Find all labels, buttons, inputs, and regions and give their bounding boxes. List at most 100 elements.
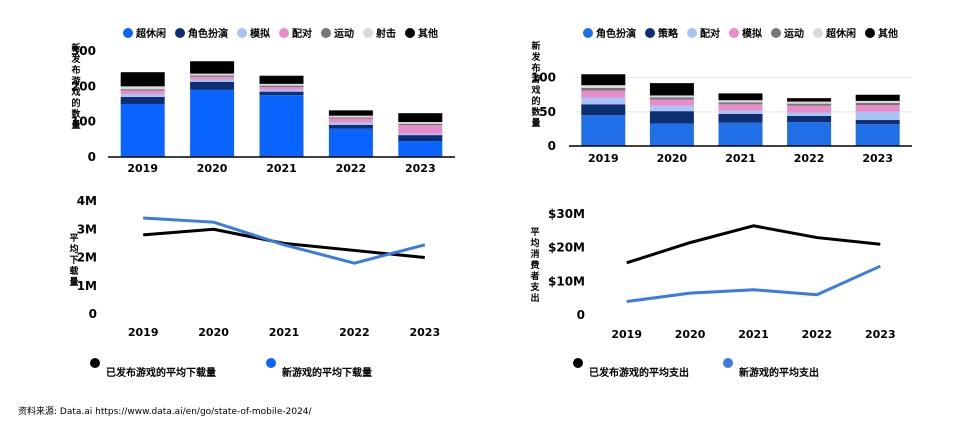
chart4-xtick-label: 2022: [802, 328, 833, 341]
chart1-bar-segment: [259, 87, 304, 90]
chart2-bar-segment: [787, 122, 832, 146]
chart1-bar-segment: [398, 125, 443, 134]
chart1-bar-segment: [190, 73, 235, 76]
chart2-bar-segment: [718, 102, 763, 105]
legend-swatch: [90, 358, 100, 368]
legend-item: 配对: [279, 25, 312, 40]
chart1-bar-segment: [120, 96, 165, 104]
chart1-bar-segment: [190, 75, 235, 77]
chart2-bar-segment: [855, 100, 900, 103]
chart2-xtick-label: 2019: [588, 152, 619, 165]
legend-label: 射击: [376, 29, 396, 40]
chart3-xtick-label: 2019: [128, 326, 159, 339]
chart2-bar-segment: [718, 113, 763, 123]
legend-label: 新游戏的平均支出: [739, 368, 819, 379]
legend-label: 配对: [292, 29, 312, 40]
chart1-bar-segment: [398, 141, 443, 157]
chart2-legend: 角色扮演 策略 配对 模拟 运动 超休闲 其他: [583, 25, 907, 40]
legend-label: 配对: [700, 29, 720, 40]
chart2-bar-segment: [581, 104, 626, 116]
chart2-bar-segment: [855, 120, 900, 125]
chart2-bar-segment: [855, 111, 900, 121]
legend-swatch: [123, 27, 133, 38]
chart1-bar-segment: [259, 91, 304, 96]
chart2-bar-segment: [718, 93, 763, 101]
legend-item: 其他: [865, 25, 898, 40]
legend-label: 角色扮演: [188, 29, 228, 40]
chart1-bar-segment: [190, 89, 235, 157]
legend-item: 策略: [645, 25, 678, 40]
chart2-bar-segment: [581, 87, 626, 91]
chart4-legend-item-published: 已发布游戏的平均支出: [573, 358, 689, 379]
chart4-legend-item-new: 新游戏的平均支出: [723, 358, 819, 379]
chart1-bar-segment: [259, 89, 304, 92]
chart4-ytick-label: $10M: [548, 274, 585, 288]
legend-item: 射击: [363, 25, 396, 40]
chart2-bar-segment: [787, 105, 832, 113]
chart3-ytick-label: 2M: [77, 251, 97, 265]
chart2-bar-segment: [787, 112, 832, 116]
chart2-bar-segment: [718, 100, 763, 103]
chart1-xtick-label: 2019: [127, 162, 158, 175]
legend-swatch: [729, 27, 739, 38]
legend-swatch: [237, 27, 247, 38]
chart1-ylabel: 新发布游戏的数量: [71, 44, 81, 131]
legend-swatch: [363, 27, 373, 38]
chart1-bar-segment: [190, 81, 235, 90]
chart2-bar-segment: [855, 105, 900, 112]
chart2-bar-segment: [855, 102, 900, 105]
legend-swatch: [279, 27, 289, 38]
legend-label: 角色扮演: [596, 29, 636, 40]
chart4-ylabel: 平均消费者支出: [530, 228, 540, 304]
legend-label: 超休闲: [826, 29, 856, 40]
chart1-ytick-label: 300: [71, 44, 96, 58]
chart2-bar-segment: [649, 97, 694, 100]
legend-swatch: [645, 27, 655, 38]
chart2-bar-segment: [649, 123, 694, 146]
chart1-bar-segment: [259, 75, 304, 84]
legend-label: 运动: [784, 29, 804, 40]
legend-item: 模拟: [237, 25, 270, 40]
chart3-xtick-label: 2022: [339, 326, 370, 339]
chart4-ytick-label: $30M: [548, 207, 585, 221]
chart1-bar-segment: [328, 118, 373, 123]
chart4-series-line: [626, 224, 881, 265]
chart2-xtick-label: 2020: [657, 152, 688, 165]
legend-swatch: [771, 27, 781, 38]
chart1-bar-segment: [120, 86, 165, 90]
chart1-bar-segment: [259, 83, 304, 86]
legend-swatch: [175, 27, 185, 38]
chart2-bar-segment: [718, 104, 763, 111]
chart1-bar-segment: [190, 61, 235, 74]
legend-swatch: [405, 27, 415, 38]
chart1-bar-segment: [398, 113, 443, 123]
chart1-bar-segment: [120, 104, 165, 157]
chart1-bar-segment: [328, 124, 373, 129]
chart2-bar-segment: [855, 124, 900, 146]
chart2-bar-segment: [581, 74, 626, 86]
chart1-bar-segment: [120, 72, 165, 87]
chart2-bar-segment: [787, 98, 832, 102]
chart1-bar-segment: [190, 76, 235, 80]
chart1-ytick-label: 0: [88, 150, 96, 164]
legend-label: 超休闲: [136, 29, 166, 40]
legend-label: 其他: [418, 29, 438, 40]
chart2-ytick-label: 50: [539, 105, 556, 119]
chart4-xtick-label: 2020: [675, 328, 706, 341]
legend-swatch: [266, 358, 276, 368]
chart1-bar-segment: [398, 135, 443, 142]
legend-item: 配对: [687, 25, 720, 40]
legend-item: 超休闲: [813, 25, 856, 40]
chart4-ytick-label: 0: [577, 308, 585, 322]
legend-swatch: [813, 27, 823, 38]
chart1-bar-segment: [120, 94, 165, 97]
chart2-bar-segment: [787, 115, 832, 123]
source-note: 资料来源: Data.ai https://www.data.ai/en/go/…: [18, 407, 312, 417]
legend-label: 运动: [334, 29, 354, 40]
chart1-bar-segment: [398, 133, 443, 136]
chart2-bar-segment: [649, 111, 694, 124]
chart1-bar-segment: [328, 115, 373, 118]
legend-label: 已发布游戏的平均支出: [589, 368, 689, 379]
legend-swatch: [723, 358, 733, 368]
chart2-xtick-label: 2023: [862, 152, 893, 165]
